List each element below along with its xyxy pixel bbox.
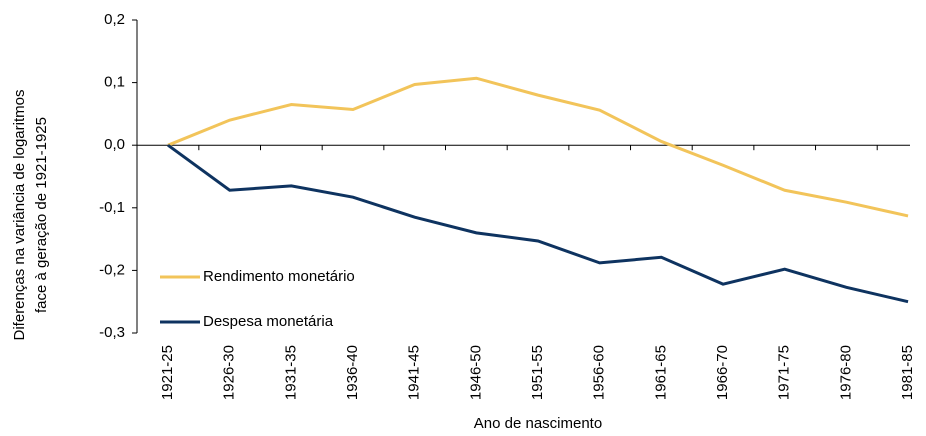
x-tick-label: 1921-25 <box>159 345 176 400</box>
x-tick-label: 1946-50 <box>467 345 484 400</box>
x-tick-label: 1936-40 <box>344 345 361 400</box>
x-tick-label: 1931-35 <box>282 345 299 400</box>
x-axis-title: Ano de nascimento <box>474 415 602 432</box>
x-tick-label: 1971-75 <box>776 345 793 400</box>
y-tick-label: 0,1 <box>104 74 125 91</box>
x-tick-label: 1951-55 <box>529 345 546 400</box>
x-tick-label: 1981-85 <box>899 345 916 400</box>
y-axis-title: Diferenças na variância de logaritmos <box>11 90 28 341</box>
x-tick-label: 1941-45 <box>406 345 423 400</box>
x-tick-label: 1961-65 <box>652 345 669 400</box>
y-tick-label: 0,0 <box>104 136 125 153</box>
x-tick-label: 1966-70 <box>714 345 731 400</box>
data-line <box>167 143 909 304</box>
y-tick-label: 0,2 <box>104 11 125 28</box>
legend-label: Rendimento monetário <box>203 268 355 285</box>
y-tick-label: -0,3 <box>99 324 125 341</box>
x-tick-label: 1926-30 <box>221 345 238 400</box>
legend-label: Despesa monetária <box>203 313 334 330</box>
y-tick-label: -0,1 <box>99 199 125 216</box>
x-tick-label: 1956-60 <box>591 345 608 400</box>
y-axis-title: face à geração de 1921-1925 <box>33 117 50 313</box>
x-tick-label: 1976-80 <box>837 345 854 400</box>
data-line <box>167 76 909 218</box>
y-tick-label: -0,2 <box>99 261 125 278</box>
